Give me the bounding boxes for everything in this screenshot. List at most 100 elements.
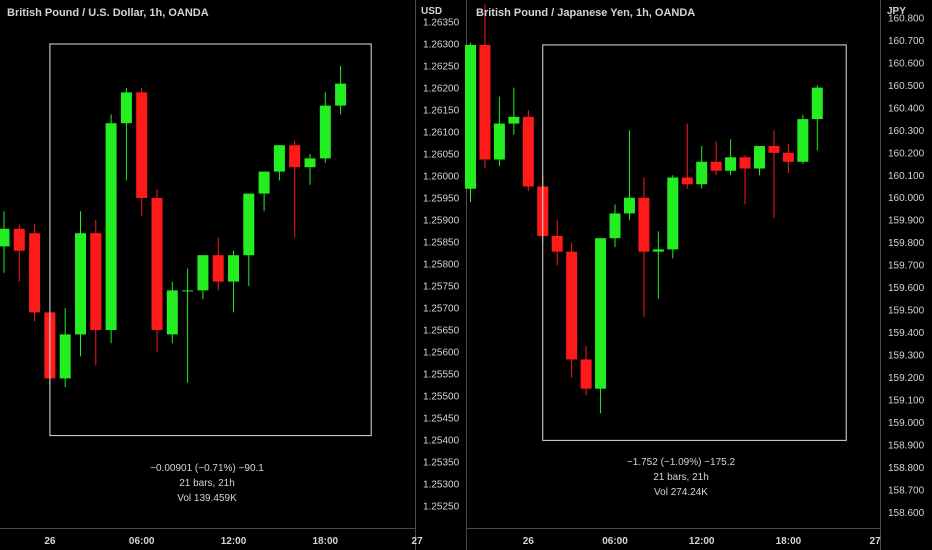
gbpusd-candle [75,211,86,357]
gbpjpy-price-tick: 158.700 [888,485,925,496]
gbpjpy-candle-body [696,161,708,185]
gbpusd-candle [166,281,178,344]
gbpusd-price-tick: 1.25450 [423,414,460,425]
gbpjpy-candle-body [768,146,780,153]
gbpjpy-time-tick: 12:00 [689,536,715,547]
gbpjpy-candle-body [465,44,476,189]
gbpjpy-candle [710,141,722,176]
gbpusd-candle-body [335,83,347,106]
gbpjpy-candle [667,175,679,259]
gbpusd-range-box[interactable] [49,43,372,437]
gbpusd-candle [258,171,270,212]
gbpjpy-candle [609,204,621,248]
gbpusd-price-tick: 1.26300 [423,40,460,51]
gbpusd-price-tick: 1.26100 [423,128,460,139]
gbpjpy-candles [465,4,823,414]
gbpusd-candle [29,224,41,322]
gbpjpy-candle-body [493,123,505,160]
gbpusd-candle-body [136,92,148,198]
gbpusd-candle-body [59,334,71,379]
gbpjpy-price-tick: 160.000 [888,193,925,204]
gbpjpy-candle [566,242,578,378]
gbpjpy-price-tick: 159.500 [888,306,925,317]
gbpusd-candle-body [151,198,163,330]
gbpusd-title: British Pound / U.S. Dollar, 1h, OANDA [7,7,209,19]
gbpusd-time-axis[interactable]: 26 06:00 12:00 18:00 27 [44,536,423,547]
gbpjpy-candle-body [710,161,722,171]
gbpusd-candle-body [75,233,86,335]
gbpusd-price-tick: 1.25350 [423,458,460,469]
gbpusd-price-tick: 1.26350 [423,18,460,29]
gbpjpy-candle [551,220,563,266]
gbpjpy-candle [811,85,823,151]
gbpusd-candle-body [105,123,117,330]
gbpjpy-candle-body [811,87,823,120]
gbpjpy-candle [623,130,635,221]
gbpusd-candle-body [243,193,255,256]
gbpjpy-price-tick: 158.900 [888,440,925,451]
gbpusd-candle-body [197,255,209,291]
gbpjpy-candle [754,146,765,176]
gbpusd-candle-body [228,255,239,282]
gbpusd-candle-body [120,92,132,124]
gbpjpy-range-box[interactable] [542,44,847,441]
gbpusd-price-tick: 1.25650 [423,326,460,337]
gbpjpy-stat-bars: 21 bars, 21h [653,472,709,483]
gbpusd-candle [243,193,255,286]
gbpusd-time-tick: 26 [44,536,56,547]
gbpusd-candle [0,211,10,273]
gbpusd-candle-body [319,105,331,159]
gbpjpy-time-tick: 26 [523,536,535,547]
gbpusd-stat-bars: 21 bars, 21h [179,478,235,489]
gbpjpy-candle-body [754,146,765,169]
gbpjpy-currency-label: JPY [887,6,906,17]
gbpjpy-price-tick: 160.300 [888,126,925,137]
gbpusd-candle-body [29,233,41,313]
gbpusd-candle [212,237,224,291]
gbpusd-price-tick: 1.26200 [423,84,460,95]
gbpjpy-price-tick: 160.200 [888,148,925,159]
gbpusd-stat-change: −0.00901 (−0.71%) −90.1 [150,463,264,474]
gbpusd-price-tick: 1.25700 [423,304,460,315]
gbpjpy-candle [768,130,780,218]
gbpjpy-price-tick: 159.800 [888,238,925,249]
gbpjpy-price-tick: 159.200 [888,373,925,384]
gbpjpy-candle-body [595,238,607,389]
gbpusd-candles [0,66,347,388]
gbpusd-candle [335,66,347,115]
gbpusd-price-tick: 1.25950 [423,194,460,205]
gbpjpy-price-tick: 160.800 [888,13,925,24]
gbpusd-candle [182,268,194,383]
gbpusd-price-tick: 1.25400 [423,436,460,447]
gbpjpy-candle-body [667,177,679,250]
gbpjpy-price-tick: 159.300 [888,350,925,361]
gbpjpy-candle-body [580,359,592,389]
gbpjpy-price-tick: 160.500 [888,81,925,92]
gbpjpy-candle-body [782,152,794,162]
gbpusd-price-tick: 1.25550 [423,370,460,381]
gbpjpy-time-tick: 27 [870,536,882,547]
gbpusd-candle [289,140,301,238]
gbpjpy-price-tick: 160.400 [888,103,925,114]
gbpjpy-candle-body [566,251,578,360]
gbpusd-candle [151,189,163,352]
gbpjpy-candle [739,155,751,205]
gbpjpy-candle [696,146,708,189]
gbpusd-candle-body [0,228,10,247]
gbpusd-currency-label: USD [421,6,442,17]
gbpusd-price-axis[interactable]: 1.26350 1.26300 1.26250 1.26200 1.26150 1.261… [423,18,460,513]
gbpjpy-price-tick: 160.100 [888,171,925,182]
gbpjpy-candle [595,238,607,414]
gbpusd-candle [59,308,71,388]
gbpjpy-price-tick: 160.700 [888,36,925,47]
gbpusd-candle-body [258,171,270,194]
gbpusd-candle-body [304,158,316,168]
gbpusd-candle [105,114,117,344]
gbpjpy-candle-body [508,116,520,124]
gbpjpy-time-axis[interactable]: 26 06:00 12:00 18:00 27 [523,536,881,547]
gbpusd-price-tick: 1.25900 [423,216,460,227]
gbpusd-candle [319,92,331,163]
gbpjpy-candle-body [479,44,491,160]
gbpjpy-price-axis[interactable]: 160.800 160.700 160.600 160.500 160.400 160.3… [888,13,925,518]
